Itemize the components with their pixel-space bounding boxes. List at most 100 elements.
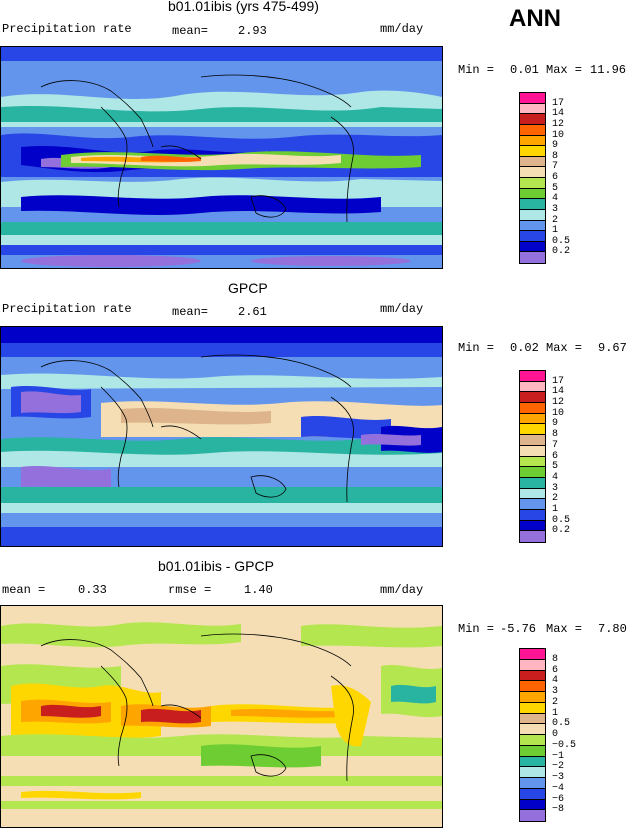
- colorbar-level-label: 6: [552, 172, 559, 183]
- colorbar-level-label: −4: [552, 782, 565, 794]
- colorbar-level-label: 8: [552, 150, 559, 162]
- colorbar-swatch: [520, 670, 545, 682]
- panel-1-field-label: Precipitation rate: [2, 22, 132, 36]
- colorbar-swatch: [520, 499, 545, 510]
- colorbar-level-label: 3: [552, 482, 559, 494]
- colorbar-level-label: 2: [552, 493, 559, 505]
- colorbar-swatch: [520, 124, 545, 136]
- colorbar-level-label: 7: [552, 439, 559, 451]
- colorbar-swatch: [520, 692, 545, 703]
- panel-2-field-label: Precipitation rate: [2, 302, 132, 316]
- colorbar-level-label: 5: [552, 461, 559, 473]
- panel-3-rmse-value: 1.40: [244, 583, 273, 597]
- panel-3-title: b01.01ibis - GPCP: [158, 558, 274, 574]
- colorbar-swatch: [520, 199, 545, 210]
- panel-3-mean-value: 0.33: [78, 583, 107, 597]
- colorbar-level-label: 6: [552, 664, 559, 676]
- colorbar-swatch: [520, 403, 545, 414]
- panel-3-mean-label: mean =: [2, 583, 46, 597]
- colorbar-swatch: [520, 488, 545, 500]
- colorbar-swatch: [520, 381, 545, 393]
- colorbar-swatch: [520, 371, 545, 382]
- colorbar-level-label: 1: [552, 503, 559, 515]
- colorbar-swatch: [520, 103, 545, 115]
- panel-1-mean-value: 2.93: [238, 24, 267, 38]
- colorbar-swatch: [520, 477, 545, 489]
- colorbar-level-label: 0.5: [552, 718, 571, 730]
- colorbar-level-label: 2: [552, 214, 559, 226]
- panel-3-max-label: Max =: [546, 622, 583, 636]
- colorbar-swatch: [520, 424, 545, 436]
- colorbar-level-label: 4: [552, 675, 559, 687]
- colorbar-swatch: [520, 724, 545, 735]
- panel-1-colorbar: [519, 92, 546, 264]
- panel-3-colorbar: [519, 648, 546, 822]
- colorbar-swatch: [520, 735, 545, 746]
- panel-2-mean-label: mean=: [172, 305, 209, 319]
- colorbar-swatch: [520, 520, 545, 532]
- colorbar-swatch: [520, 392, 545, 404]
- colorbar-level-label: −3: [552, 772, 565, 783]
- colorbar-swatch: [520, 146, 545, 157]
- colorbar-swatch: [520, 209, 545, 221]
- panel-1-units: mm/day: [380, 22, 424, 36]
- colorbar-level-label: 1: [552, 225, 559, 237]
- colorbar-level-label: −6: [552, 793, 565, 805]
- colorbar-swatch: [520, 788, 545, 800]
- colorbar-swatch: [520, 767, 545, 778]
- panel-2-max-label: Max =: [546, 341, 583, 355]
- panel-2-map: [0, 326, 443, 547]
- colorbar-swatch: [520, 241, 545, 253]
- colorbar-level-label: 2: [552, 696, 559, 708]
- colorbar-swatch: [520, 435, 545, 446]
- colorbar-level-label: 12: [552, 397, 565, 409]
- colorbar-level-label: 10: [552, 407, 565, 419]
- colorbar-swatch: [520, 745, 545, 757]
- colorbar-level-label: 14: [552, 386, 565, 398]
- colorbar-level-label: 7: [552, 161, 559, 173]
- panel-1-map-fill: [1, 47, 442, 268]
- colorbar-swatch: [520, 681, 545, 692]
- colorbar-level-label: 4: [552, 193, 559, 205]
- colorbar-level-label: 1: [552, 707, 559, 719]
- colorbar-level-label: 0.5: [552, 514, 571, 526]
- colorbar-level-label: 17: [552, 97, 565, 109]
- colorbar-swatch: [520, 467, 545, 478]
- colorbar-swatch: [520, 252, 545, 263]
- colorbar-level-label: 9: [552, 418, 559, 430]
- colorbar-level-label: 6: [552, 450, 559, 462]
- colorbar-swatch: [520, 231, 545, 242]
- colorbar-swatch: [520, 413, 545, 425]
- colorbar-swatch: [520, 93, 545, 104]
- colorbar-swatch: [520, 156, 545, 168]
- colorbar-swatch: [520, 220, 545, 232]
- colorbar-swatch: [520, 445, 545, 457]
- colorbar-level-label: −0.5: [552, 739, 577, 751]
- colorbar-level-label: 4: [552, 471, 559, 483]
- panel-3-map: [0, 605, 443, 828]
- colorbar-swatch: [520, 756, 545, 768]
- colorbar-swatch: [520, 509, 545, 521]
- colorbar-swatch: [520, 778, 545, 789]
- colorbar-swatch: [520, 799, 545, 811]
- colorbar-swatch: [520, 659, 545, 671]
- colorbar-swatch: [520, 531, 545, 542]
- panel-2-units: mm/day: [380, 302, 424, 316]
- colorbar-swatch: [520, 649, 545, 660]
- panel-1-max-value: 11.96: [590, 63, 627, 77]
- panel-1-min-value: 0.01: [510, 63, 539, 77]
- colorbar-level-label: 0.2: [552, 525, 571, 537]
- panel-3-map-fill: [1, 606, 442, 827]
- colorbar-level-label: 0.2: [552, 246, 571, 258]
- colorbar-swatch: [520, 178, 545, 189]
- panel-2-colorbar: [519, 370, 546, 543]
- colorbar-level-label: −2: [552, 761, 565, 773]
- colorbar-level-label: 0.5: [552, 235, 571, 247]
- panel-3-units: mm/day: [380, 583, 424, 597]
- colorbar-swatch: [520, 456, 545, 468]
- panel-2-min-value: 0.02: [510, 341, 539, 355]
- panel-2-max-value: 9.67: [598, 341, 627, 355]
- colorbar-level-label: −1: [552, 750, 565, 762]
- colorbar-swatch: [520, 713, 545, 725]
- panel-2-title: GPCP: [228, 280, 268, 296]
